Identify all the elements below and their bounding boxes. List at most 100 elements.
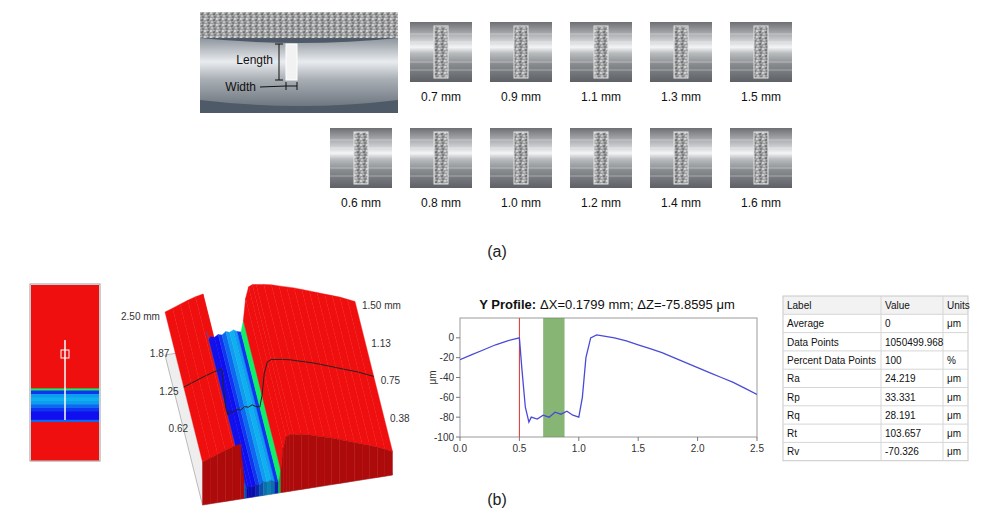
y-tick	[456, 437, 460, 438]
map-section-line	[64, 340, 66, 420]
figure: LengthWidth0.7 mm0.9 mm1.1 mm1.3 mm1.5 m…	[0, 0, 1002, 513]
table-cell: μm	[947, 428, 961, 439]
panel-a: LengthWidth0.7 mm0.9 mm1.1 mm1.3 mm1.5 m…	[200, 12, 792, 260]
slot-label: 0.9 mm	[501, 90, 541, 104]
surface-front-face	[281, 448, 283, 492]
x-tick-label: 2.0	[691, 443, 705, 454]
table-cell: Rp	[787, 392, 800, 403]
surface-front-face	[309, 435, 317, 488]
annotation: Width	[225, 80, 256, 94]
surface-front-face	[260, 482, 264, 496]
axis-label: 1.87	[150, 348, 170, 359]
surface-front-face	[377, 447, 385, 477]
table-cell: Average	[787, 318, 825, 329]
table-cell: Rq	[787, 410, 800, 421]
surface-front-face	[275, 482, 279, 494]
surface-front-face	[267, 480, 271, 495]
x-tick-label: 2.5	[750, 443, 764, 454]
map-strip	[31, 425, 99, 433]
background	[0, 0, 1002, 513]
photo-bg	[570, 128, 632, 188]
map-strip	[31, 327, 99, 335]
surface-3d: 2.50 mm1.871.250.621.50 mm1.130.750.38	[121, 284, 410, 505]
table-cell: Rv	[787, 446, 799, 457]
table-cell: μm	[947, 318, 961, 329]
slot-label: 1.0 mm	[501, 196, 541, 210]
map-strip	[31, 432, 99, 440]
table-row-line	[783, 332, 968, 333]
table-row-line	[783, 350, 968, 351]
x-tick	[578, 437, 579, 441]
y-tick-label: -60	[440, 392, 455, 403]
photo-slot	[674, 26, 688, 78]
surface-front-face	[290, 435, 294, 492]
axis-label: 1.13	[371, 338, 391, 349]
surface-front-face	[247, 487, 249, 498]
y-tick-label: -40	[440, 372, 455, 383]
surface-front-face	[203, 458, 211, 505]
y-tick-label: -80	[440, 412, 455, 423]
table-col-line	[881, 296, 882, 461]
cursor-line	[519, 318, 520, 437]
surface-front-face	[362, 444, 370, 480]
table-cell: 33.331	[885, 392, 916, 403]
x-tick	[757, 437, 758, 441]
y-tick-label: -20	[440, 352, 455, 363]
surface-front-face	[355, 443, 363, 482]
slot-label: 0.6 mm	[341, 196, 381, 210]
y-tick-label: -100	[434, 432, 454, 443]
table-row-line	[783, 314, 968, 315]
stats-table: LabelValueUnitsAverage0μmData Points1050…	[783, 296, 970, 461]
surface-section-line	[184, 359, 374, 414]
x-tick-label: 1.0	[572, 443, 586, 454]
slot-photo: 1.5 mm	[730, 22, 792, 104]
photo-top	[200, 12, 398, 38]
slot-photo: 1.4 mm	[650, 128, 712, 210]
slot-photo: 0.9 mm	[490, 22, 552, 104]
table-header: Value	[885, 300, 910, 311]
subtitle: ΔX=0.1799 mm; ΔZ=-75.8595 μm	[540, 297, 735, 312]
table-cell: μm	[947, 373, 961, 384]
table-cell: μm	[947, 446, 961, 457]
surface-front-face	[241, 444, 243, 499]
surface-front-face	[233, 444, 241, 500]
chart-title: Y Profile: ΔX=0.1799 mm; ΔZ=-75.8595 μm	[479, 297, 735, 312]
profile-line	[460, 335, 757, 422]
photo-slot	[434, 26, 448, 78]
table-cell: 1050499.968	[885, 337, 944, 348]
map-strip	[31, 313, 99, 321]
table-cell: 0	[885, 318, 891, 329]
x-tick	[460, 437, 461, 441]
slot-label: 0.8 mm	[421, 196, 461, 210]
y-axis-label: μm	[427, 370, 438, 384]
y-tick	[456, 377, 460, 378]
x-tick-label: 0.5	[512, 443, 526, 454]
x-tick	[638, 437, 639, 441]
slot-photo: 0.8 mm	[410, 128, 472, 210]
slot-label: 1.3 mm	[661, 90, 701, 104]
overview-photo: LengthWidth	[200, 12, 398, 113]
title: Y Profile:	[479, 297, 536, 312]
slot-photo: 1.2 mm	[570, 128, 632, 210]
photo-ring	[200, 38, 398, 106]
slot-photo: 0.7 mm	[410, 22, 472, 104]
surface-front-face	[339, 439, 347, 483]
slot-label: 1.2 mm	[581, 196, 621, 210]
photo-slot	[514, 132, 528, 184]
table-cell: 100	[885, 355, 902, 366]
table-cell: 103.657	[885, 428, 922, 439]
surface-front-face	[370, 446, 378, 479]
axis-label: 2.50 mm	[121, 311, 160, 322]
x-tick-label: 0.0	[453, 443, 467, 454]
table-row-line	[783, 424, 968, 425]
y-tick-label: 0	[448, 332, 454, 343]
photo-slot	[674, 132, 688, 184]
map-strip	[31, 439, 99, 447]
surface-front-face	[248, 487, 252, 498]
surface-front-face	[271, 480, 275, 494]
table-cell: -70.326	[885, 446, 919, 457]
slot-label: 0.7 mm	[421, 90, 461, 104]
table-cell: 24.219	[885, 373, 916, 384]
photo-bg	[570, 22, 632, 82]
plot-area	[460, 318, 757, 437]
